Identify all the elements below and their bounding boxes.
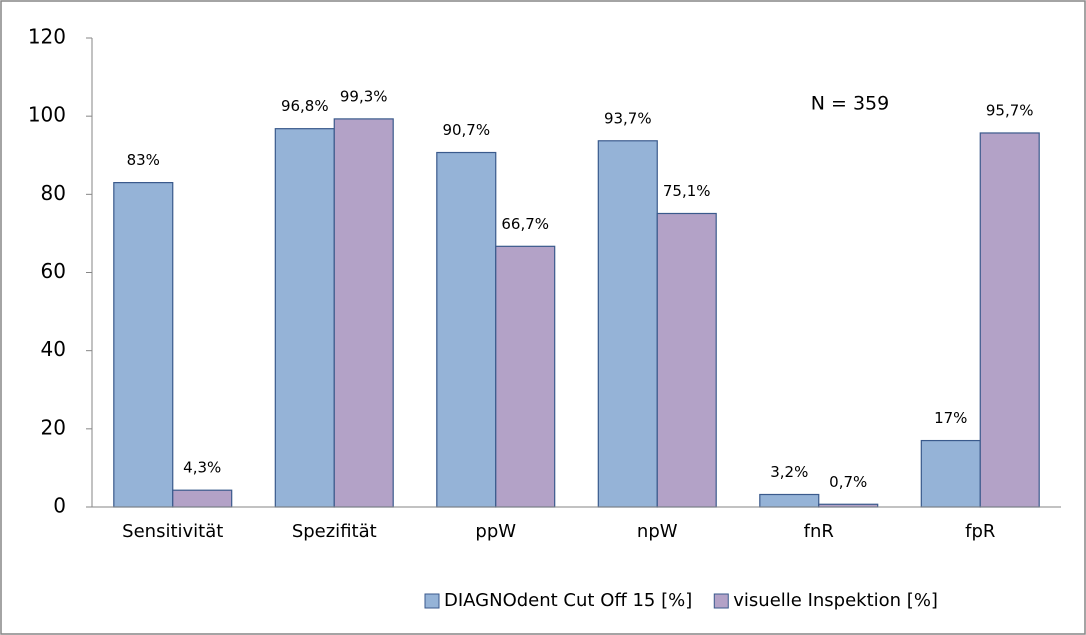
bar (759, 493, 820, 508)
annotation: N = 359 (811, 93, 889, 115)
legend-swatch (713, 593, 729, 609)
legend-label: DIAGNOdent Cut Off 15 [%] (444, 590, 692, 611)
bar (495, 245, 556, 508)
value-label: 96,8% (281, 97, 329, 115)
bar (172, 489, 233, 508)
x-tick-label: Spezifität (292, 521, 377, 542)
bar (436, 151, 497, 508)
x-tick-label: Sensitivität (122, 521, 223, 542)
value-label: 93,7% (604, 109, 652, 127)
x-tick-label: fnR (804, 521, 834, 542)
bar (274, 128, 335, 508)
y-tick-label: 120 (28, 25, 66, 49)
value-label: 0,7% (829, 473, 867, 491)
bar (979, 132, 1040, 508)
x-tick-label: npW (637, 521, 678, 542)
y-tick-label: 80 (41, 181, 66, 205)
bar (113, 182, 174, 508)
bar (920, 439, 981, 508)
bar (333, 118, 394, 508)
y-tick-label: 100 (28, 103, 66, 127)
value-label: 75,1% (663, 182, 711, 200)
bar (656, 212, 717, 508)
value-label: 95,7% (986, 101, 1034, 119)
y-tick-label: 40 (41, 337, 66, 361)
y-tick-label: 60 (41, 259, 66, 283)
value-label: 90,7% (442, 121, 490, 139)
legend-swatch (424, 593, 440, 609)
value-label: 17% (934, 409, 967, 427)
value-label: 99,3% (340, 87, 388, 105)
legend-label: visuelle Inspektion [%] (733, 590, 938, 611)
value-label: 4,3% (183, 459, 221, 477)
y-tick-label: 0 (53, 494, 66, 518)
value-label: 3,2% (770, 463, 808, 481)
value-label: 83% (127, 151, 160, 169)
y-tick-label: 20 (41, 415, 66, 439)
x-tick-label: fpR (965, 521, 995, 542)
x-tick-label: ppW (475, 521, 516, 542)
bar (597, 140, 658, 508)
value-label: 66,7% (501, 215, 549, 233)
